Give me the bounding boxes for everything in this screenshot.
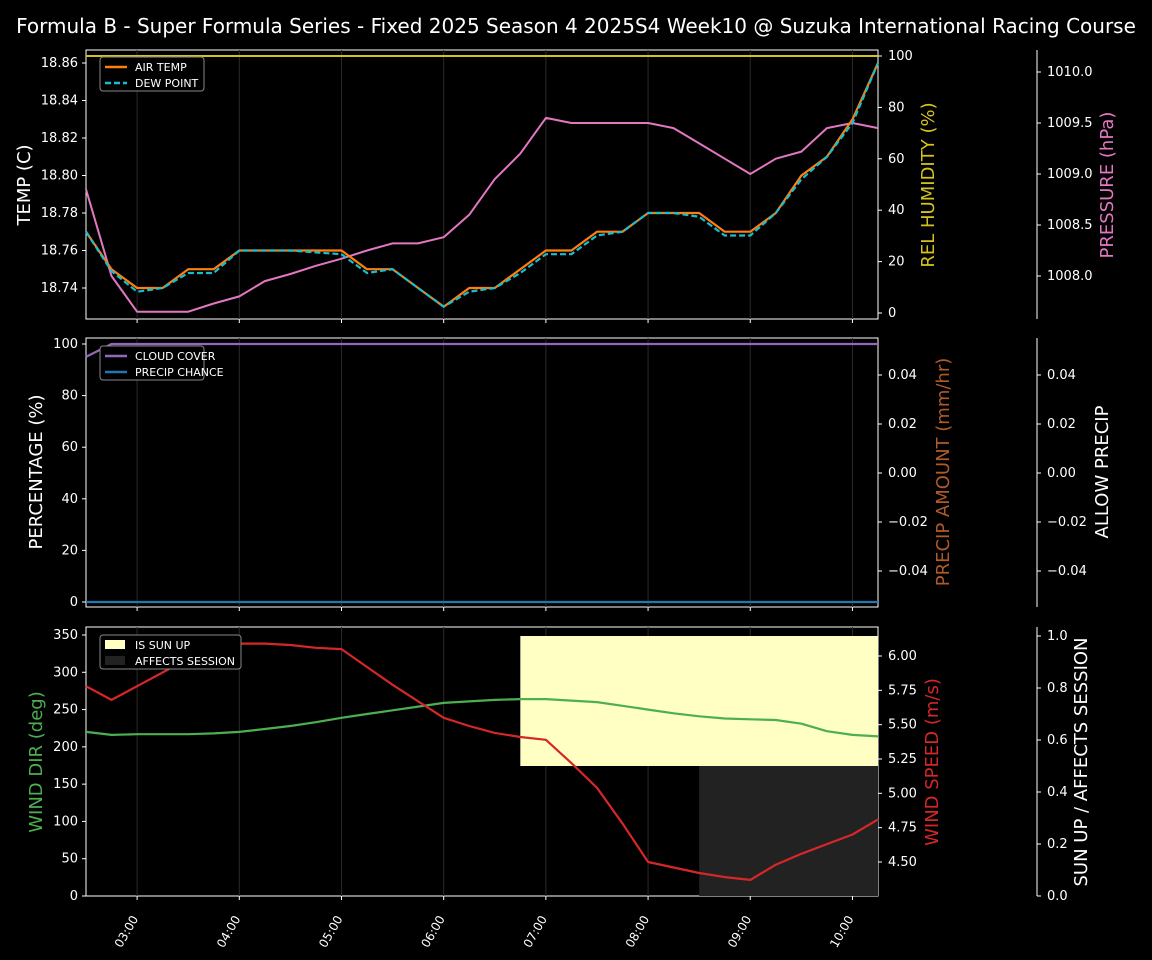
- y-tick-label: 250: [53, 703, 78, 718]
- legend-label: AIR TEMP: [135, 61, 187, 74]
- y3-tick-label: 0.00: [1047, 466, 1076, 481]
- legend-swatch: [105, 656, 125, 665]
- y2-tick-label: 5.75: [888, 683, 917, 698]
- x-tick-label: 08:00: [623, 913, 652, 950]
- plot-frame: [85, 337, 879, 608]
- x-tick-label: 03:00: [112, 913, 141, 950]
- y3-tick-label: −0.02: [1047, 515, 1087, 530]
- y3-tick-label: 1010.0: [1047, 65, 1093, 80]
- y2-tick-label: 20: [888, 255, 905, 270]
- y-axis-label-humidity: REL HUMIDITY (%): [918, 102, 939, 267]
- y-tick-label: 18.74: [41, 281, 78, 296]
- x-tick-label: 10:00: [827, 913, 856, 950]
- y2-tick-label: 6.00: [888, 649, 917, 664]
- y3-tick-label: 0.4: [1047, 785, 1068, 800]
- y3-tick-label: 0.04: [1047, 368, 1076, 383]
- y-axis-label-wind-dir: WIND DIR (deg): [26, 691, 47, 833]
- y-tick-label: 200: [53, 740, 78, 755]
- y-tick-label: 0: [70, 889, 78, 904]
- y3-tick-label: 1.0: [1047, 629, 1068, 644]
- y-tick-label: 80: [61, 389, 78, 404]
- y2-tick-label: 4.50: [888, 855, 917, 870]
- y-tick-label: 150: [53, 777, 78, 792]
- y2-tick-label: 0.02: [888, 417, 917, 432]
- y2-tick-label: 0: [888, 306, 896, 321]
- y-tick-label: 350: [53, 628, 78, 643]
- y-tick-label: 18.86: [41, 56, 78, 71]
- series-line-pressure: [85, 116, 879, 313]
- x-tick-label: 07:00: [521, 913, 550, 950]
- y3-tick-label: 1009.0: [1047, 167, 1093, 182]
- y-axis-label-precip-amount: PRECIP AMOUNT (mm/hr): [933, 358, 954, 587]
- legend-swatch: [105, 640, 125, 649]
- y3-tick-label: 0.8: [1047, 681, 1068, 696]
- series-line-wind-dir: [85, 697, 879, 738]
- series-line-cloud-cover: [85, 342, 878, 358]
- y2-tick-label: 0.04: [888, 368, 917, 383]
- y-tick-label: 18.78: [41, 206, 78, 221]
- series-line-dew-point: [85, 62, 880, 308]
- legend-label: CLOUD COVER: [135, 350, 216, 363]
- legend-box: [99, 634, 242, 670]
- legend-label: IS SUN UP: [135, 639, 191, 652]
- y-tick-label: 60: [61, 440, 78, 455]
- series-line-air-temp: [85, 62, 880, 308]
- y3-tick-label: 1009.5: [1047, 116, 1093, 131]
- x-tick-label: 09:00: [725, 913, 754, 950]
- chart-title: Formula B - Super Formula Series - Fixed…: [16, 14, 1136, 38]
- y-axis-label-temp: TEMP (C): [14, 144, 35, 226]
- area-affects-session: [699, 766, 878, 896]
- y-axis-label-sun-up: SUN UP / AFFECTS SESSION: [1071, 637, 1092, 886]
- plot-frame: [85, 49, 879, 320]
- y3-tick-label: −0.04: [1047, 564, 1087, 579]
- y3-tick-label: 0.0: [1047, 889, 1068, 904]
- y3-tick-label: 0.2: [1047, 837, 1068, 852]
- y-tick-label: 50: [61, 852, 78, 867]
- y3-tick-label: 0.02: [1047, 417, 1076, 432]
- y2-tick-label: −0.04: [888, 564, 928, 579]
- y-tick-label: 100: [53, 814, 78, 829]
- x-tick-label: 05:00: [316, 913, 345, 950]
- y-tick-label: 40: [61, 492, 78, 507]
- y2-tick-label: 4.75: [888, 821, 917, 836]
- y3-tick-label: 0.6: [1047, 733, 1068, 748]
- y-tick-label: 100: [53, 337, 78, 352]
- legend-label: PRECIP CHANCE: [135, 366, 224, 379]
- y3-tick-label: 1008.5: [1047, 218, 1093, 233]
- y2-tick-label: 0.00: [888, 466, 917, 481]
- y-tick-label: 18.76: [41, 244, 78, 259]
- y2-tick-label: 60: [888, 152, 905, 167]
- y2-tick-label: 80: [888, 100, 905, 115]
- y3-tick-label: 1008.0: [1047, 269, 1093, 284]
- y-tick-label: 18.80: [41, 169, 78, 184]
- y2-tick-label: 5.25: [888, 752, 917, 767]
- y-axis-label-percentage: PERCENTAGE (%): [26, 394, 47, 549]
- y2-tick-label: 40: [888, 203, 905, 218]
- y-tick-label: 18.84: [41, 94, 78, 109]
- y-tick-label: 300: [53, 665, 78, 680]
- legend-label: DEW POINT: [135, 77, 199, 90]
- x-tick-label: 06:00: [418, 913, 447, 950]
- y-axis-label-allow-precip: ALLOW PRECIP: [1092, 405, 1113, 538]
- y2-tick-label: 100: [888, 49, 913, 64]
- x-tick-label: 04:00: [214, 913, 243, 950]
- y-tick-label: 0: [70, 595, 78, 610]
- y-tick-label: 20: [61, 543, 78, 558]
- y2-tick-label: −0.02: [888, 515, 928, 530]
- y-axis-label-wind-speed: WIND SPEED (m/s): [922, 678, 943, 846]
- y2-tick-label: 5.00: [888, 786, 917, 801]
- legend-label: AFFECTS SESSION: [135, 655, 235, 668]
- y-axis-label-pressure: PRESSURE (hPa): [1097, 112, 1118, 259]
- y2-tick-label: 5.50: [888, 718, 917, 733]
- y-tick-label: 18.82: [41, 131, 78, 146]
